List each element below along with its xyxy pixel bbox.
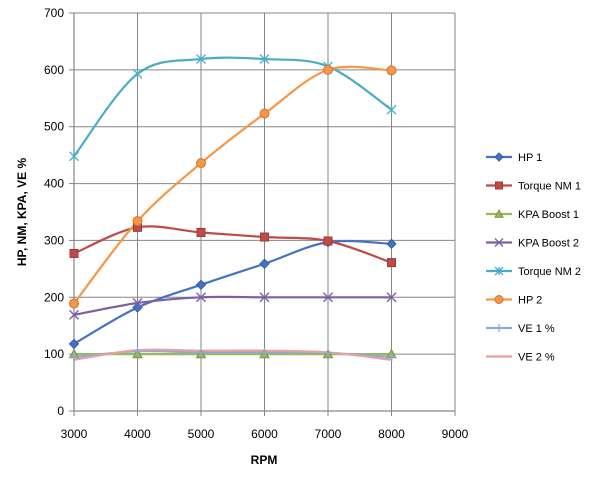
data-point-series-2 xyxy=(323,236,333,246)
y-axis-title: HP, NM, KPA, VE % xyxy=(15,158,29,267)
data-point-series-2 xyxy=(387,258,396,268)
gridlines xyxy=(73,12,456,412)
legend-swatch-marker xyxy=(494,266,504,276)
data-point-series-5 xyxy=(196,54,206,65)
y-tick-label: 500 xyxy=(44,120,64,134)
y-tick-label: 600 xyxy=(44,63,64,77)
data-point-series-7 xyxy=(69,352,79,362)
data-point-series-2 xyxy=(69,249,79,259)
y-tick-label: 700 xyxy=(44,6,64,20)
y-tick-label: 300 xyxy=(44,233,64,247)
data-point-series-7 xyxy=(133,346,142,356)
legend-entry-label: KPA Boost 1 xyxy=(518,209,579,221)
legend-entry-label: Torque NM 2 xyxy=(518,266,581,278)
data-point-series-6 xyxy=(69,298,79,309)
x-tick-label: 4000 xyxy=(124,427,151,441)
data-point-series-4 xyxy=(69,309,79,320)
x-tick-label: 6000 xyxy=(251,427,278,441)
legend-swatch-marker xyxy=(494,208,504,218)
series-line-6 xyxy=(72,65,393,305)
y-tick-label: 100 xyxy=(44,347,64,361)
legend-entry-label: HP 2 xyxy=(518,295,542,307)
data-point-series-4 xyxy=(259,292,270,303)
data-point-series-5 xyxy=(69,151,79,162)
legend-entry-label: Torque NM 1 xyxy=(518,181,581,193)
data-point-series-7 xyxy=(323,348,333,358)
legend-swatch-marker xyxy=(494,238,504,247)
legend-swatch-marker xyxy=(495,181,503,190)
data-point-series-1 xyxy=(68,338,80,350)
y-tick-label: 400 xyxy=(44,177,64,191)
data-point-series-5 xyxy=(386,104,397,115)
x-tick-label: 3000 xyxy=(61,427,88,441)
y-tick-label: 200 xyxy=(44,290,64,304)
data-point-series-4 xyxy=(323,292,333,303)
legend: HP 1 Torque NM 1 KPA Boost 1 KPA Boost 2 Tor… xyxy=(486,152,581,364)
data-point-series-5 xyxy=(132,68,143,79)
series-markers xyxy=(68,54,397,362)
legend-entry-label: KPA Boost 2 xyxy=(518,238,579,250)
x-tick-label: 8000 xyxy=(378,427,405,441)
data-point-series-6 xyxy=(259,108,270,119)
y-tick-label: 0 xyxy=(57,404,64,418)
tick-labels: 0 100 200 300 400 500 600 700 3000 4000 5000 6000 70… xyxy=(44,6,469,441)
data-point-series-7 xyxy=(260,347,269,357)
data-point-series-6 xyxy=(386,65,397,76)
x-tick-label: 9000 xyxy=(442,427,469,441)
data-point-series-1 xyxy=(195,279,207,290)
data-point-series-5 xyxy=(259,54,270,65)
data-point-series-2 xyxy=(196,227,206,237)
data-point-series-6 xyxy=(132,216,143,227)
x-tick-label: 5000 xyxy=(188,427,215,441)
data-point-series-6 xyxy=(323,64,333,75)
data-point-series-4 xyxy=(196,292,206,303)
data-point-series-1 xyxy=(259,258,270,269)
series-line-5 xyxy=(72,56,393,158)
legend-swatch-marker xyxy=(495,324,503,332)
x-tick-label: 7000 xyxy=(315,427,342,441)
series-line-1 xyxy=(72,239,393,346)
legend-swatch-marker xyxy=(494,152,504,162)
series-line-4 xyxy=(72,295,393,317)
data-point-series-1 xyxy=(386,238,397,250)
data-point-series-2 xyxy=(260,232,269,242)
data-point-series-7 xyxy=(387,352,396,362)
data-point-series-4 xyxy=(132,297,143,308)
data-point-series-6 xyxy=(196,158,206,169)
legend-entry-label: VE 1 % xyxy=(518,323,555,335)
data-point-series-7 xyxy=(196,347,206,357)
legend-swatch-marker xyxy=(494,295,504,304)
data-point-series-4 xyxy=(386,292,397,303)
legend-entry-label: VE 2 % xyxy=(518,352,555,364)
x-axis-title: RPM xyxy=(251,453,278,467)
series-lines xyxy=(72,56,393,361)
series-line-2 xyxy=(72,225,393,264)
legend-entry-label: HP 1 xyxy=(518,152,542,164)
